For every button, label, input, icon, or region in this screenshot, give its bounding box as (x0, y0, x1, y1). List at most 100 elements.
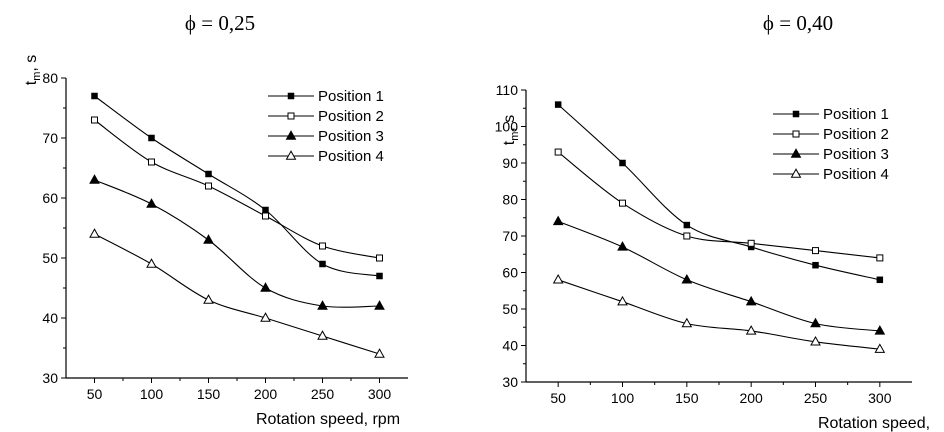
data-point-series-1 (683, 221, 691, 229)
data-point-series-1 (148, 134, 155, 142)
legend-marker (287, 112, 295, 120)
data-point-series-4 (146, 258, 157, 268)
data-point-series-2 (747, 239, 755, 247)
data-point-series-2 (205, 182, 212, 190)
data-point-series-1 (376, 272, 383, 280)
legend-marker (285, 130, 297, 140)
legend-marker (792, 130, 800, 138)
legend-marker (790, 168, 802, 178)
legend-label: Position 4 (318, 148, 384, 165)
series-line-1 (557, 104, 880, 281)
x-tick-label: 50 (87, 386, 103, 402)
data-point-series-4 (317, 330, 328, 340)
data-point-series-4 (89, 228, 100, 238)
data-point-series-2 (683, 232, 691, 240)
data-point-series-2 (91, 116, 98, 124)
data-point-series-2 (319, 242, 326, 250)
data-point-series-3 (146, 198, 157, 208)
data-point-series-4 (203, 294, 214, 304)
legend-label: Position 2 (318, 108, 384, 125)
data-point-series-3 (874, 325, 886, 335)
x-tick-label: 300 (868, 390, 892, 406)
data-point-series-3 (617, 241, 628, 251)
legend-marker (790, 148, 802, 158)
data-point-series-1 (319, 260, 326, 268)
x-tick-label: 100 (140, 386, 164, 402)
y-axis-label: tm, s (23, 55, 43, 86)
data-point-series-4 (874, 343, 886, 353)
y-axis-label-sub: m (31, 72, 43, 81)
data-point-series-3 (374, 300, 385, 310)
data-point-series-4 (745, 325, 757, 335)
series-line-4 (557, 279, 880, 350)
data-point-series-1 (262, 206, 269, 214)
data-point-series-1 (619, 159, 626, 167)
data-point-series-2 (876, 254, 884, 262)
x-tick-label: 200 (739, 390, 763, 406)
y-tick-label: 30 (502, 374, 518, 390)
data-point-series-4 (810, 336, 821, 346)
legend-label: Position 1 (318, 88, 384, 105)
data-point-series-2 (148, 158, 155, 166)
data-point-series-3 (552, 215, 564, 226)
y-tick-label: 40 (502, 338, 518, 354)
data-point-series-2 (554, 148, 562, 156)
data-point-series-3 (260, 282, 271, 292)
x-tick-label: 250 (804, 390, 828, 406)
legend: Position 1 Position 2 Position 3 Position 4 (773, 106, 889, 183)
data-point-series-2 (619, 199, 626, 207)
data-point-series-1 (812, 261, 819, 269)
x-tick-label: 50 (550, 390, 566, 406)
data-point-series-2 (812, 247, 819, 255)
legend-label: Position 4 (823, 166, 889, 183)
legend-marker (287, 92, 295, 100)
y-tick-label: 50 (502, 301, 518, 317)
data-point-series-1 (91, 92, 98, 100)
y-axis-label-tail: , s (501, 115, 518, 132)
y-tick-label: 100 (495, 119, 519, 135)
x-axis-label: Rotation speed, (818, 415, 930, 432)
y-tick-label: 80 (502, 192, 518, 208)
data-point-series-3 (89, 174, 100, 184)
y-tick-label: 60 (42, 190, 58, 206)
series-line-4 (94, 233, 380, 355)
data-point-series-3 (317, 300, 328, 310)
legend-label: Position 3 (823, 146, 889, 163)
x-tick-label: 100 (611, 390, 635, 406)
data-point-series-2 (262, 212, 269, 220)
series-line-3 (557, 220, 880, 332)
x-tick-label: 200 (254, 386, 278, 402)
data-point-series-4 (374, 348, 385, 358)
x-tick-label: 300 (368, 386, 392, 402)
data-point-series-2 (376, 254, 383, 262)
y-tick-label: 30 (42, 370, 58, 386)
data-point-series-3 (681, 273, 693, 284)
y-axis-label-tail: , s (23, 55, 40, 72)
y-tick-label: 110 (496, 82, 519, 98)
chart-panel-1: ϕ = 0,25 30 40 50 60 70 80 50 100 150 200 250 300 Rot… (23, 11, 408, 428)
y-axis-label-sub: m (509, 132, 521, 141)
y-tick-label: 70 (502, 228, 518, 244)
data-point-series-3 (745, 295, 757, 306)
data-point-series-4 (552, 273, 564, 284)
y-tick-label: 40 (42, 310, 58, 326)
chart-panel-2: ϕ = 0,40 30 40 50 60 70 80 90 100 110 50 100 150 200 2… (495, 11, 930, 432)
series-line-2 (557, 151, 880, 259)
data-point-series-1 (205, 170, 212, 178)
data-point-series-1 (554, 101, 562, 108)
y-axis-label-main: t (23, 80, 40, 85)
data-point-series-3 (810, 317, 821, 328)
y-tick-label: 90 (502, 155, 518, 171)
x-tick-label: 250 (311, 386, 335, 402)
x-axis-label: Rotation speed, rpm (256, 411, 400, 428)
data-point-series-4 (617, 295, 628, 306)
data-point-series-4 (681, 317, 693, 328)
y-tick-label: 70 (42, 130, 58, 146)
y-tick-label: 80 (42, 70, 58, 86)
chart-title: ϕ = 0,40 (763, 11, 833, 35)
legend: Position 1 Position 2 Position 3 Position 4 (268, 88, 384, 165)
chart-title: ϕ = 0,25 (185, 11, 255, 35)
y-tick-label: 50 (42, 250, 58, 266)
legend-marker (285, 150, 297, 160)
